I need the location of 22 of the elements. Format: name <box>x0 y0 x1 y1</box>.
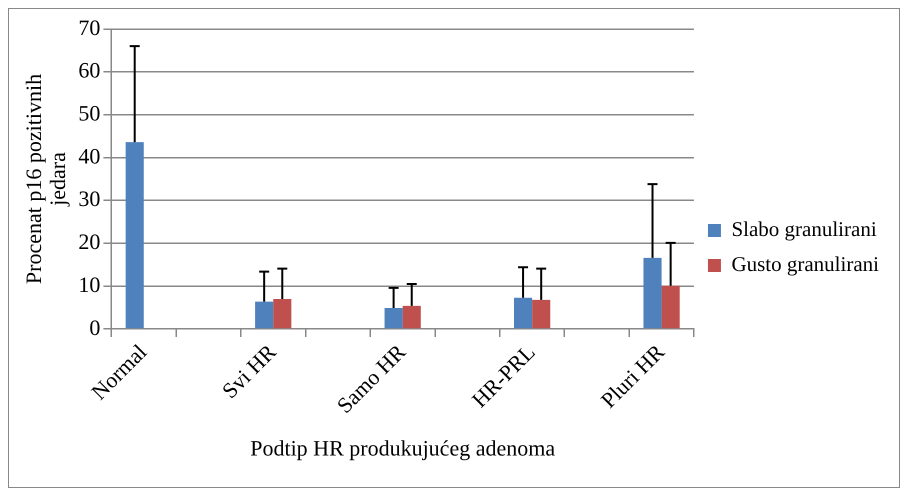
bar <box>273 299 292 328</box>
bar <box>126 142 144 328</box>
y-tick-label: 60 <box>78 58 100 83</box>
bar <box>402 306 421 328</box>
y-axis-title: Procenat p16 pozitivnih jedara <box>20 74 70 284</box>
bar <box>384 308 403 328</box>
legend-label: Slabo granulirani <box>731 217 877 242</box>
y-tick-label: 30 <box>78 186 100 212</box>
y-tick-label: 0 <box>89 314 100 340</box>
bar <box>643 258 662 328</box>
bar <box>662 286 680 328</box>
bar <box>255 302 274 328</box>
y-tick-label: 40 <box>78 143 100 168</box>
x-tick-label: Svi HR <box>216 339 282 404</box>
bar <box>532 300 550 328</box>
y-tick-label: 70 <box>78 14 100 40</box>
y-tick-label: 10 <box>78 272 100 297</box>
y-tick-label: 50 <box>78 100 100 126</box>
y-tick-label: 20 <box>78 229 100 254</box>
x-axis-title: Podtip HR produkujućeg adenoma <box>250 436 556 461</box>
bar <box>514 298 532 328</box>
legend-label: Gusto granulirani <box>731 252 880 276</box>
